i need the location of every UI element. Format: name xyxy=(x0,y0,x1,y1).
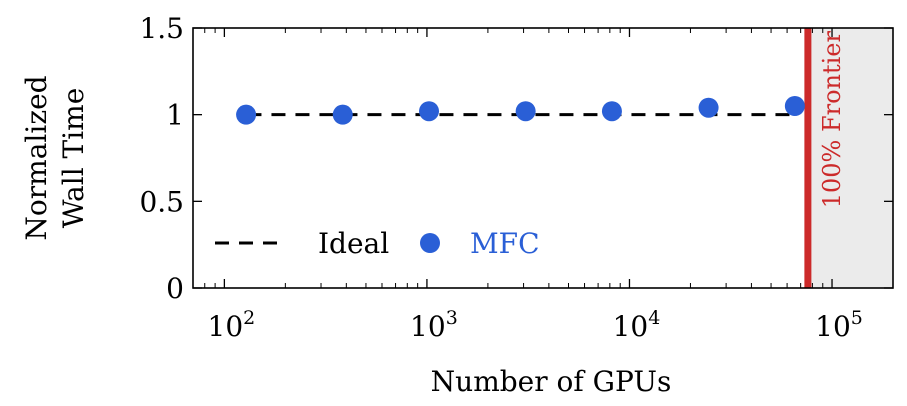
plot-frame xyxy=(192,27,894,289)
mfc-point xyxy=(419,101,440,122)
frontier-label: 100% Frontier xyxy=(818,30,846,208)
x-tick-label: 103 xyxy=(410,307,458,343)
y-axis-title-line-2: Wall Time xyxy=(57,88,90,229)
mfc-point xyxy=(784,96,805,116)
x-tick-label: 104 xyxy=(613,307,661,343)
y-tick-label: 0 xyxy=(166,272,184,305)
mfc-point xyxy=(601,101,622,122)
mfc-points-group xyxy=(236,96,805,125)
frontier-marker: 100% Frontier xyxy=(804,28,846,288)
mfc-point xyxy=(332,104,353,125)
mfc-point xyxy=(698,97,719,118)
x-tick-label: 105 xyxy=(815,307,863,343)
y-tick-labels: 0 0.5 1 1.5 xyxy=(139,12,184,305)
legend-mfc-swatch xyxy=(420,233,440,253)
beyond-frontier-shaded-region xyxy=(807,28,893,288)
x-tick-labels: 102 103 104 105 xyxy=(208,307,863,343)
y-axis-title-line-1: Normalized xyxy=(20,75,53,240)
legend: Ideal MFC xyxy=(215,227,540,260)
x-tick-label: 102 xyxy=(208,307,256,343)
axis-ticks xyxy=(193,27,893,289)
x-axis-title: Number of GPUs xyxy=(431,365,672,398)
y-tick-label: 1.5 xyxy=(139,12,184,45)
y-tick-label: 1 xyxy=(166,99,184,132)
legend-mfc-label: MFC xyxy=(470,227,540,260)
shaded-region xyxy=(807,28,893,288)
mfc-point xyxy=(515,101,536,122)
y-tick-label: 0.5 xyxy=(139,185,184,218)
legend-ideal-label: Ideal xyxy=(318,227,389,260)
mfc-point xyxy=(236,104,257,125)
